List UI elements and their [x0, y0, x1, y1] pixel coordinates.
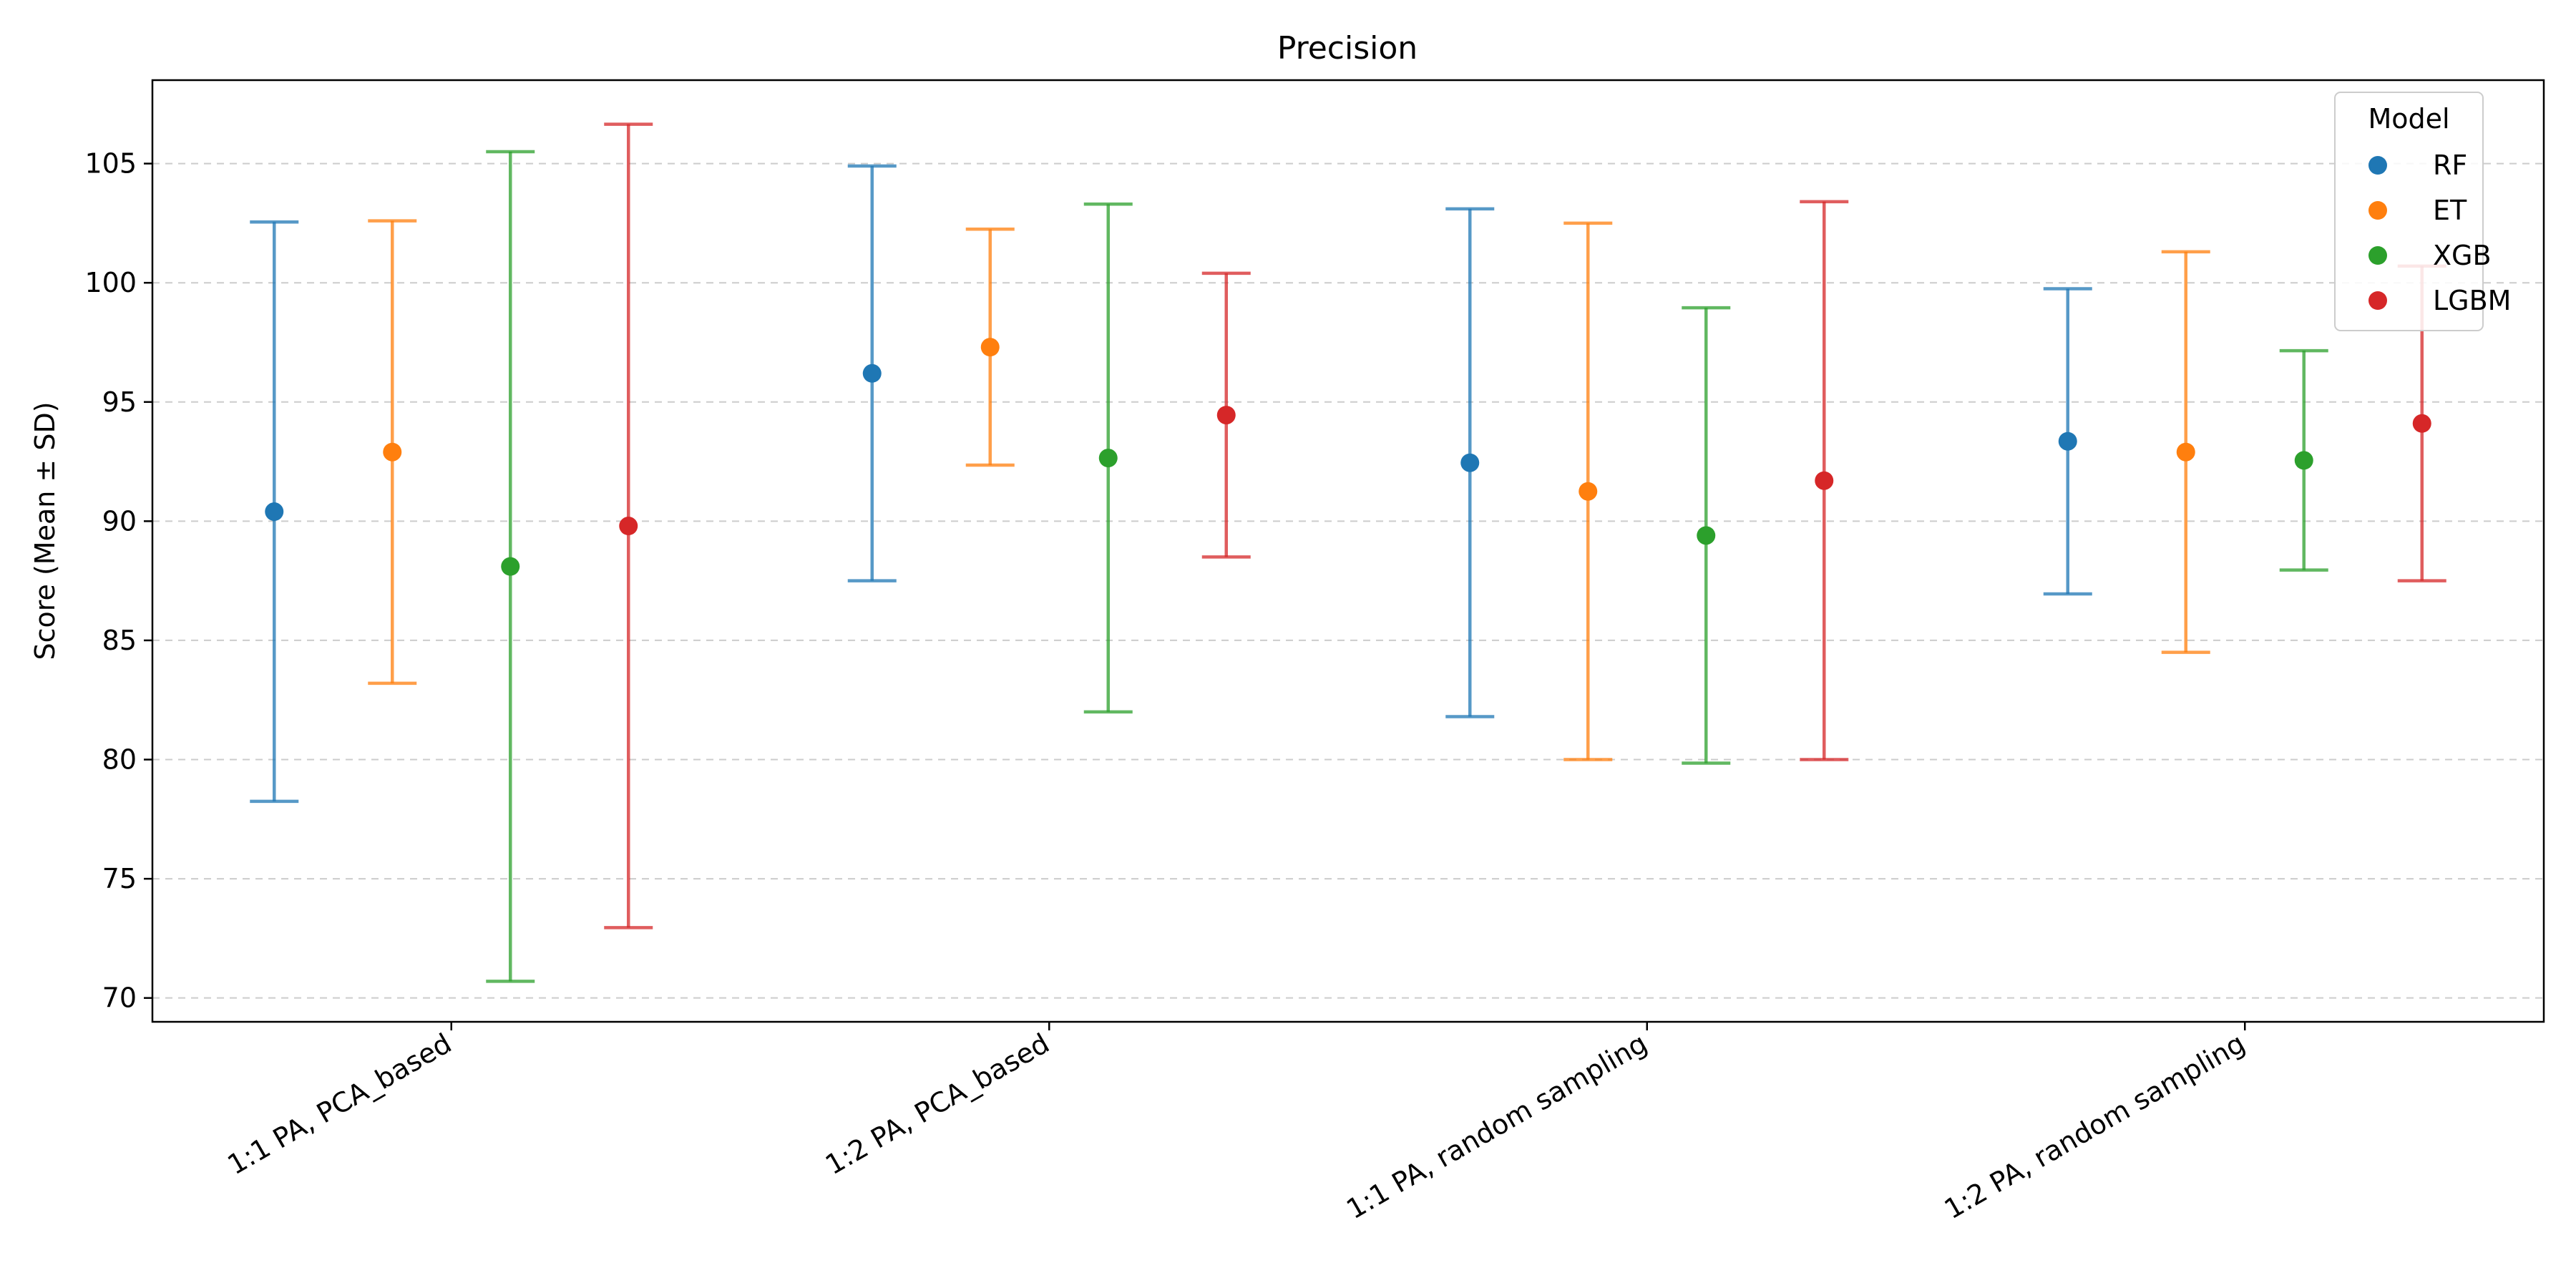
legend-item-lgbm: LGBM — [2368, 285, 2511, 316]
legend-label: LGBM — [2433, 285, 2511, 316]
legend-item-xgb: XGB — [2368, 240, 2492, 271]
mean-point — [2176, 442, 2195, 462]
legend-marker — [2368, 156, 2387, 175]
mean-point — [1579, 482, 1598, 501]
x-axis: 1:1 PA, PCA_based 1:2 PA, PCA_based 1:1 PA… — [223, 1022, 2250, 1225]
series-xgb — [486, 150, 2328, 983]
mean-point — [619, 517, 638, 536]
y-tick-label: 85 — [102, 625, 137, 656]
error-bars — [250, 122, 2446, 983]
y-tick-label: 95 — [102, 386, 137, 418]
legend-marker — [2368, 291, 2387, 310]
series-et — [368, 219, 2210, 761]
mean-point — [1815, 471, 1834, 490]
legend-item-et: ET — [2368, 195, 2467, 226]
series-rf — [250, 164, 2092, 804]
y-tick-label: 100 — [84, 267, 137, 298]
y-tick-label: 75 — [102, 863, 137, 894]
mean-point — [980, 338, 1000, 357]
mean-point — [1697, 526, 1716, 545]
x-tick-label: 1:2 PA, random sampling — [1939, 1028, 2250, 1226]
y-axis-label: Score (Mean ± SD) — [29, 401, 61, 660]
y-tick-label: 70 — [102, 982, 137, 1014]
x-tick-label: 1:2 PA, PCA_based — [820, 1028, 1055, 1181]
mean-point — [2294, 451, 2313, 470]
plot-frame — [151, 79, 2545, 1023]
mean-point — [1098, 449, 1118, 468]
mean-point — [501, 557, 520, 576]
mean-point — [2412, 414, 2431, 433]
legend-label: RF — [2433, 150, 2467, 181]
x-tick-label: 1:1 PA, PCA_based — [223, 1028, 457, 1181]
mean-point — [2058, 431, 2077, 451]
legend-item-rf: RF — [2368, 150, 2467, 181]
legend-marker — [2368, 201, 2387, 220]
mean-point — [265, 502, 284, 522]
mean-point — [1460, 453, 1480, 472]
y-tick-label: 80 — [102, 744, 137, 776]
y-tick-label: 90 — [102, 505, 137, 537]
y-axis: 70 75 80 85 90 95 100 105 — [84, 148, 152, 1014]
mean-point — [1216, 406, 1236, 425]
chart-title: Precision — [1277, 30, 1418, 67]
legend-label: XGB — [2433, 240, 2492, 271]
legend-label: ET — [2433, 195, 2467, 226]
x-tick-label: 1:1 PA, random sampling — [1341, 1028, 1652, 1226]
y-tick-label: 105 — [84, 148, 137, 180]
mean-point — [862, 364, 882, 383]
legend-box — [2334, 92, 2484, 331]
legend-marker — [2368, 246, 2387, 265]
mean-point — [383, 442, 402, 462]
legend-title: Model — [2368, 103, 2449, 135]
legend: Model RF ET XGB LGBM — [2334, 92, 2511, 331]
series-lgbm — [604, 122, 2446, 930]
